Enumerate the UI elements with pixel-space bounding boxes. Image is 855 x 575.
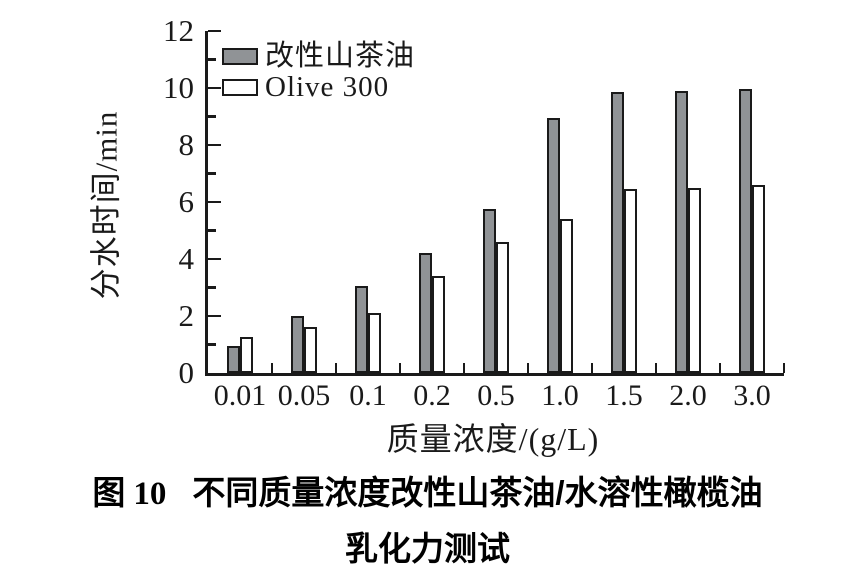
y-minor-tick-1 [208, 343, 216, 346]
y-minor-tick-11 [208, 58, 216, 61]
x-tick-label-0.05: 0.05 [277, 379, 331, 412]
legend-item-modified-camellia-oil: 改性山茶油 [222, 41, 415, 72]
bar-s0-c5 [547, 118, 560, 373]
x-tick-8 [718, 363, 722, 373]
x-tick-label-0.1: 0.1 [349, 379, 387, 412]
x-tick-1 [270, 363, 274, 373]
legend-swatch-white [222, 79, 258, 96]
x-tick-6 [590, 363, 594, 373]
x-tick-label-2.0: 2.0 [669, 379, 707, 412]
y-axis-title: 分水时间/min [88, 110, 124, 300]
bar-s0-c0 [227, 346, 240, 373]
figure-number-prefix: 图 [92, 474, 126, 511]
x-tick-4 [462, 363, 466, 373]
y-tick-label-2: 2 [178, 298, 195, 333]
x-tick-label-0.01: 0.01 [213, 379, 267, 412]
x-tick-5 [526, 363, 530, 373]
y-tick-label-8: 8 [178, 127, 195, 162]
x-tick-label-1.5: 1.5 [605, 379, 643, 412]
bar-s0-c4 [483, 209, 496, 373]
plot-area: 改性山茶油 Olive 300 0 2 4 6 8 10 12 0.01 0.05 0.1 0.2… [163, 13, 786, 412]
figure-caption-line1: 图 10 不同质量浓度改性山茶油/水溶性橄榄油 [0, 466, 855, 514]
x-tick-label-0.2: 0.2 [413, 379, 451, 412]
y-tick-label-0: 0 [178, 355, 195, 390]
y-tick-label-10: 10 [163, 70, 194, 105]
y-major-tick-10 [208, 86, 221, 90]
figure-caption-line2: 乳化力测试 [345, 530, 510, 567]
y-tick-label-6: 6 [178, 184, 195, 219]
y-major-tick-6 [208, 200, 221, 204]
legend-label-modified-camellia-oil: 改性山茶油 [265, 40, 416, 72]
y-minor-tick-7 [208, 172, 216, 175]
legend-item-olive-300: Olive 300 [222, 72, 415, 103]
y-major-tick-12 [208, 29, 221, 33]
y-minor-tick-9 [208, 115, 216, 118]
bar-s1-c5 [560, 219, 573, 373]
y-major-tick-4 [208, 257, 221, 261]
y-tick-label-12: 12 [163, 13, 194, 48]
bar-s0-c8 [739, 89, 752, 373]
x-tick-label-1.0: 1.0 [541, 379, 579, 412]
legend-label-olive-300: Olive 300 [265, 71, 390, 103]
x-tick-3 [398, 363, 402, 373]
bar-s1-c8 [752, 185, 765, 373]
y-tick-label-4: 4 [178, 241, 195, 276]
y-major-tick-8 [208, 143, 221, 147]
bar-s0-c1 [291, 316, 304, 373]
bar-s1-c7 [688, 188, 701, 373]
bar-s0-c6 [611, 92, 624, 373]
legend: 改性山茶油 Olive 300 [222, 41, 415, 103]
y-major-tick-2 [208, 314, 221, 318]
bar-s1-c3 [432, 276, 445, 373]
x-tick-2 [334, 363, 338, 373]
x-tick-7 [654, 363, 658, 373]
figure-number: 10 [133, 476, 167, 512]
y-minor-tick-3 [208, 286, 216, 289]
bar-s1-c1 [304, 327, 317, 373]
x-axis-title: 质量浓度/(g/L) [386, 421, 600, 457]
bar-s1-c0 [240, 337, 253, 373]
caption-text: 不同质量浓度改性山茶油/水溶性橄榄油 [192, 474, 763, 511]
bar-s1-c4 [496, 242, 509, 373]
bar-s1-c2 [368, 313, 381, 373]
bar-s0-c3 [419, 253, 432, 373]
bar-s1-c6 [624, 189, 637, 373]
legend-swatch-gray [222, 48, 258, 65]
x-tick-label-3.0: 3.0 [733, 379, 771, 412]
y-minor-tick-5 [208, 229, 216, 232]
x-tick-label-0.5: 0.5 [477, 379, 515, 412]
x-tick-9 [782, 363, 786, 373]
bar-s0-c7 [675, 91, 688, 373]
bar-s0-c2 [355, 286, 368, 373]
